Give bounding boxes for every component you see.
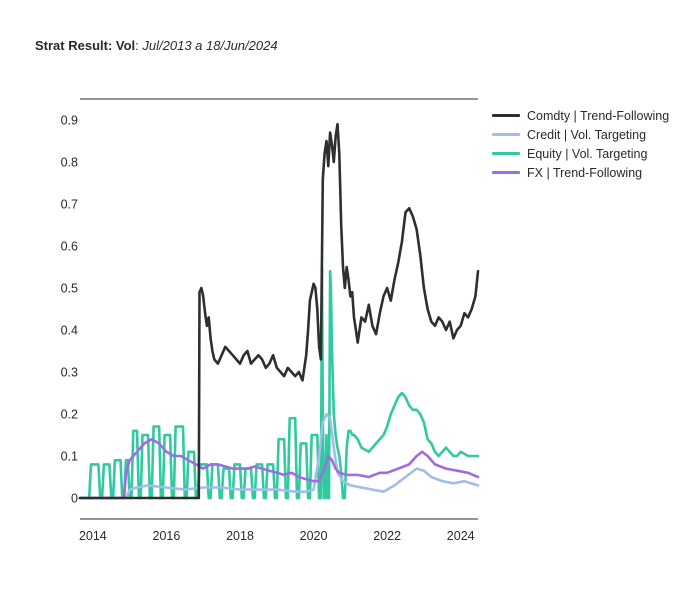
legend-swatch [492,114,520,117]
y-tick-label: 0.7 [61,198,78,212]
chart-title-period: Jul/2013 a 18/Jun/2024 [142,38,278,53]
series-line-fx-trend-following [78,437,480,500]
y-tick-label: 0.5 [61,282,78,296]
x-tick-label: 2024 [447,529,475,543]
y-tick-label: 0.4 [61,324,78,338]
plot-area [78,122,480,500]
y-tick-label: 0 [71,492,78,506]
legend-item[interactable]: Credit | Vol. Targeting [492,125,669,144]
legend-label: Comdty | Trend-Following [527,108,670,123]
y-tick-label: 0.9 [61,114,78,128]
chart-title-separator: : [135,38,143,53]
x-tick-label: 2018 [226,529,254,543]
y-tick-label: 0.2 [61,408,78,422]
legend-item[interactable]: Comdty | Trend-Following [492,106,669,125]
legend-swatch [492,133,520,136]
legend-label: Equity | Vol. Targeting [527,146,648,161]
chart-title: Strat Result: Vol: Jul/2013 a 18/Jun/202… [35,38,278,53]
legend: Comdty | Trend-Following Credit | Vol. Ta… [492,106,669,182]
x-axis-ticks: 2014 2016 2018 2020 2022 2024 [79,529,475,543]
chart-title-main: Strat Result: Vol [35,38,136,53]
series-line-equity-vol-targeting [78,265,480,500]
legend-label: Credit | Vol. Targeting [527,127,647,142]
y-tick-label: 0.3 [61,366,78,380]
y-tick-label: 0.8 [61,156,78,170]
legend-item[interactable]: Equity | Vol. Targeting [492,144,669,163]
y-tick-label: 0.6 [61,240,78,254]
x-tick-label: 2016 [153,529,181,543]
series-line-comdty-trend-following [78,122,480,500]
legend-label: FX | Trend-Following [527,165,643,180]
x-tick-label: 2022 [373,529,401,543]
legend-item[interactable]: FX | Trend-Following [492,163,669,182]
x-tick-label: 2014 [79,529,107,543]
x-tick-label: 2020 [300,529,328,543]
legend-swatch [492,152,520,155]
y-tick-label: 0.1 [61,450,78,464]
y-axis-ticks: 0 0.1 0.2 0.3 0.4 0.5 0.6 0.7 0.8 0.9 [61,114,78,506]
series-line-credit-vol-targeting [78,412,480,500]
legend-swatch [492,171,520,174]
